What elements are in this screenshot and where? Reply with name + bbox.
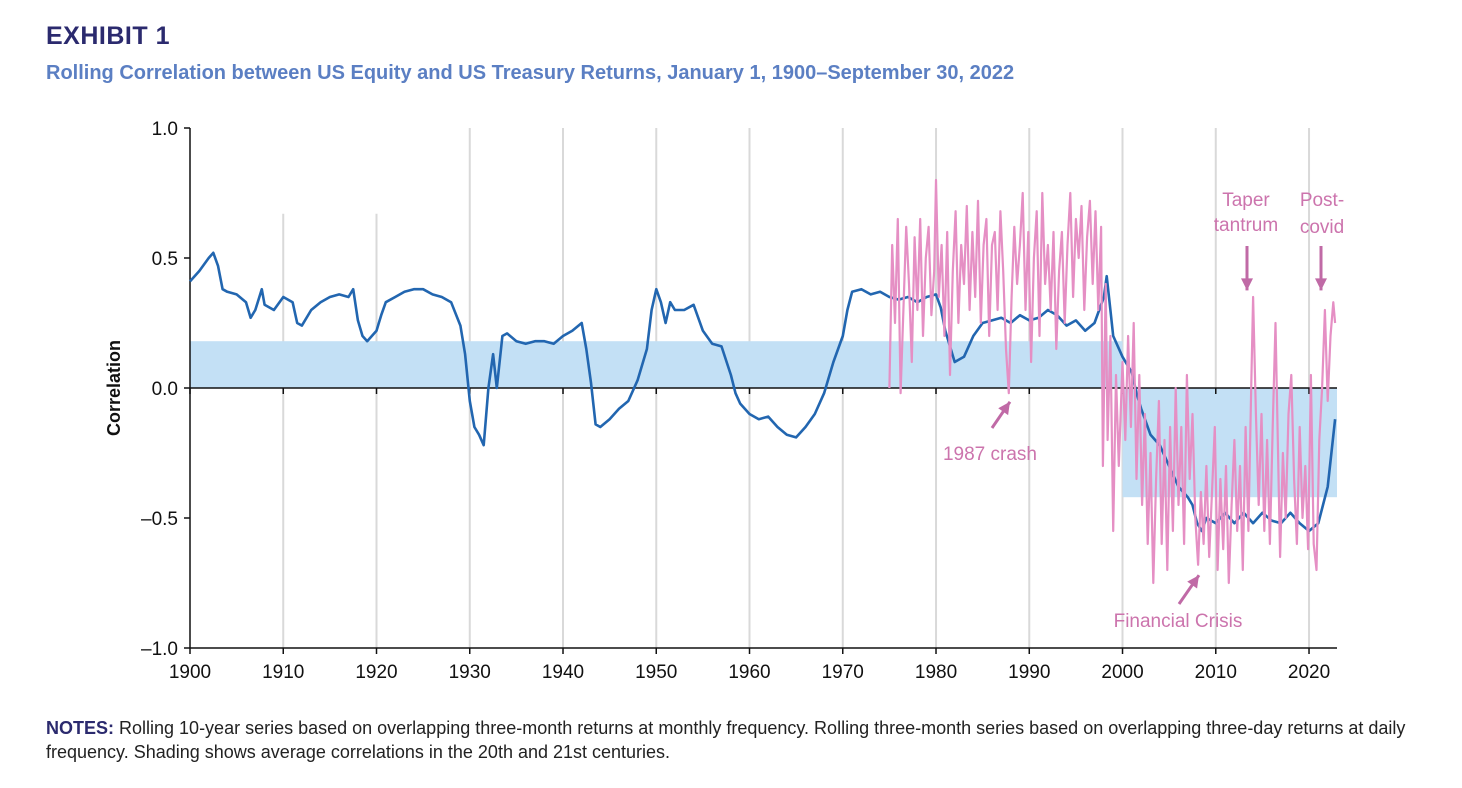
notes: NOTES: Rolling 10-year series based on o…	[46, 716, 1426, 764]
x-tick-label: 2010	[1195, 662, 1237, 683]
y-tick-label: 0.0	[152, 379, 178, 400]
annotation-taper-line2: tantrum	[1214, 215, 1278, 236]
x-tick-label: 1940	[542, 662, 584, 683]
y-axis-label: Correlation	[104, 340, 124, 436]
shading-band-1	[190, 341, 1123, 388]
arrow-post-covid-head	[1315, 278, 1327, 291]
annotation-financial-crisis: Financial Crisis	[1114, 611, 1243, 632]
x-tick-label: 1970	[822, 662, 864, 683]
x-tick-label: 1920	[355, 662, 397, 683]
x-tick-label: 1950	[635, 662, 677, 683]
series-line-rolling-3-month	[888, 178, 1337, 585]
y-tick-label: 1.0	[152, 119, 178, 140]
annotation-taper-line1: Taper	[1222, 190, 1270, 211]
x-tick-label: 1930	[449, 662, 491, 683]
arrow-1987-crash-head	[998, 401, 1010, 416]
x-tick-label: 1900	[169, 662, 211, 683]
y-tick-label: –0.5	[141, 509, 178, 530]
x-tick-label: 1910	[262, 662, 304, 683]
annotation-1987-crash: 1987 crash	[943, 444, 1037, 465]
notes-text: Rolling 10-year series based on overlapp…	[46, 718, 1406, 762]
chart-title: Rolling Correlation between US Equity an…	[46, 62, 1015, 84]
annotation-postcovid-line2: covid	[1300, 217, 1344, 238]
annotation-layer: 1987 crash Financial Crisis Taper tantrum Po…	[943, 190, 1344, 632]
x-tick-label: 1960	[728, 662, 770, 683]
x-tick-label: 2000	[1101, 662, 1143, 683]
series-layer	[189, 178, 1337, 585]
exhibit-label: EXHIBIT 1	[46, 22, 170, 50]
series-line-rolling-10-year	[189, 251, 1337, 533]
x-tick-label: 1980	[915, 662, 957, 683]
arrow-financial-crisis-head	[1187, 575, 1199, 589]
annotation-postcovid-line1: Post-	[1300, 190, 1344, 211]
x-tick-label: 1990	[1008, 662, 1050, 683]
x-tick-label: 2020	[1288, 662, 1330, 683]
y-tick-label: –1.0	[141, 639, 178, 660]
arrow-taper-tantrum-head	[1241, 278, 1253, 291]
notes-label: NOTES:	[46, 718, 115, 738]
y-tick-label: 0.5	[152, 249, 178, 270]
